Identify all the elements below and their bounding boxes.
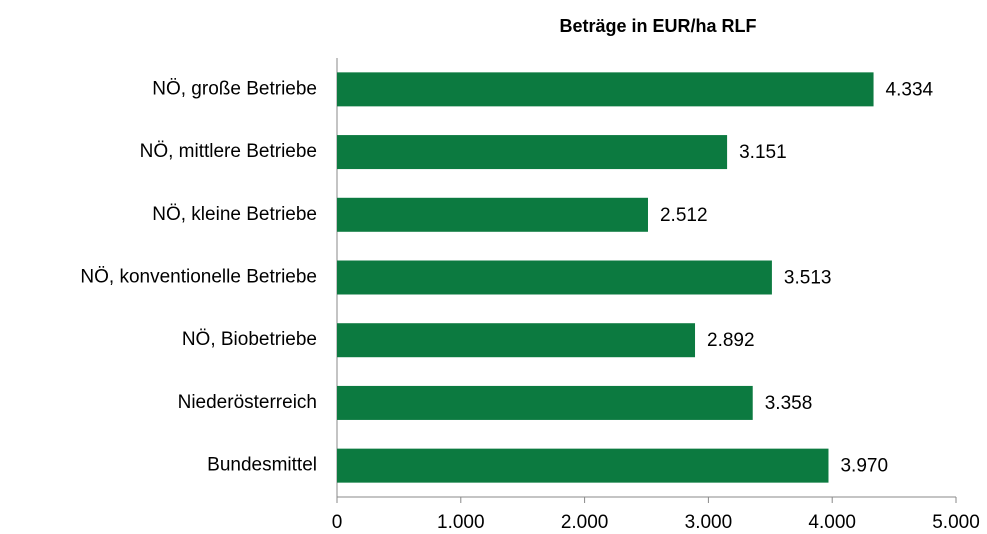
value-label: 3.151: [739, 142, 787, 163]
x-tick-label: 5.000: [932, 512, 980, 533]
bar: [337, 385, 753, 420]
value-label: 2.512: [660, 205, 708, 226]
bar: [337, 72, 874, 107]
bar: [337, 197, 648, 232]
bar: [337, 448, 829, 483]
value-label: 2.892: [707, 330, 755, 351]
x-tick-label: 3.000: [685, 512, 733, 533]
y-tick-label: NÖ, große Betriebe: [152, 78, 317, 99]
bar: [337, 260, 772, 295]
y-tick-label: NÖ, kleine Betriebe: [152, 204, 317, 225]
x-tick-label: 1.000: [437, 512, 485, 533]
x-tick-label: 0: [332, 512, 343, 533]
y-tick-label: Bundesmittel: [207, 455, 317, 476]
value-label: 3.513: [784, 268, 832, 289]
value-label: 3.358: [765, 393, 813, 414]
y-tick-label: Niederösterreich: [178, 392, 317, 413]
y-tick-label: NÖ, Biobetriebe: [182, 329, 317, 350]
bar: [337, 323, 696, 358]
value-label: 3.970: [840, 456, 888, 477]
y-tick-label: NÖ, konventionelle Betriebe: [80, 267, 317, 288]
bar: [337, 135, 728, 170]
y-tick-label: NÖ, mittlere Betriebe: [140, 141, 317, 162]
chart-title: Beträge in EUR/ha RLF: [559, 16, 756, 36]
x-tick-label: 2.000: [561, 512, 609, 533]
value-label: 4.334: [886, 79, 934, 100]
x-tick-label: 4.000: [808, 512, 856, 533]
